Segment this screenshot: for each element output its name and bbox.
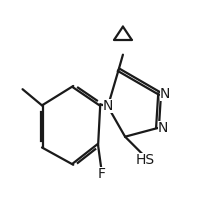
Text: N: N [102, 99, 112, 113]
Text: HS: HS [135, 153, 154, 167]
Text: F: F [97, 167, 105, 181]
Text: N: N [157, 121, 167, 135]
Text: N: N [159, 87, 169, 101]
